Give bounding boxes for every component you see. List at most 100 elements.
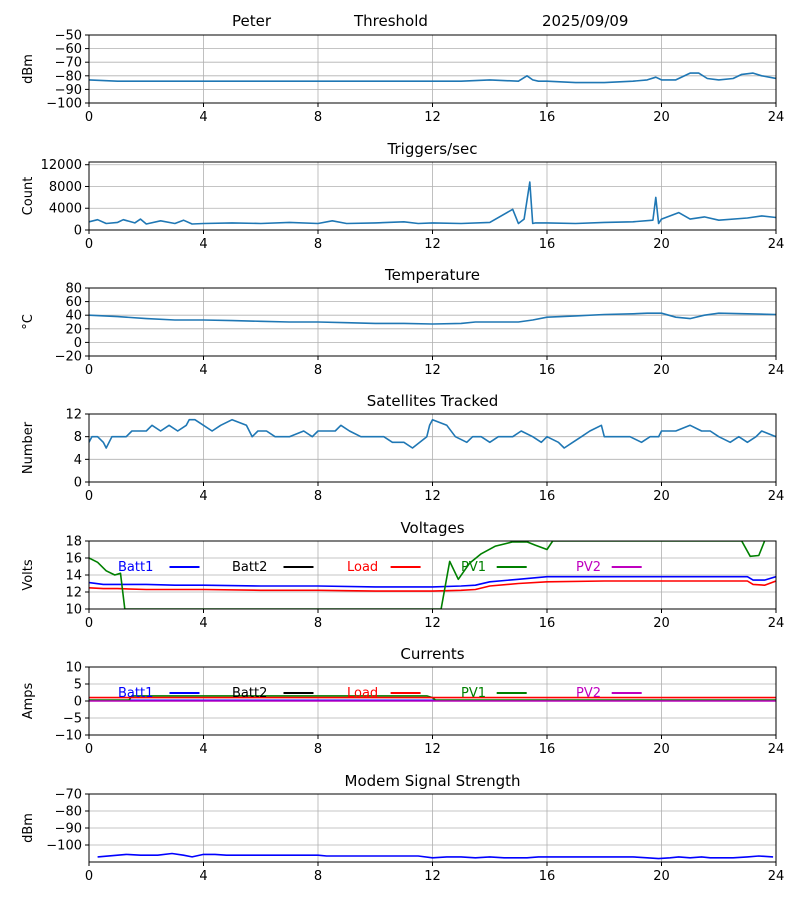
x-tick-label: 24	[768, 742, 785, 757]
series-line-triggers	[89, 181, 776, 225]
trigger-mode: Threshold	[354, 12, 428, 30]
y-tick-label: 8	[74, 430, 82, 445]
legend-label: Batt1	[118, 560, 153, 575]
y-tick-label: −80	[55, 69, 82, 84]
station-name: Peter	[232, 12, 272, 30]
y-tick-label: 0	[74, 336, 82, 351]
panel-satellites: 0 4 8 12 16 20 24 0 4 8 12 Satellites Tracked Number	[21, 392, 784, 504]
y-tick-label: 80	[65, 282, 82, 297]
y-tick-label: 40	[65, 309, 82, 324]
y-tick-label: 14	[65, 569, 82, 584]
series-line-pv1	[89, 695, 776, 701]
series-line-batt1	[89, 575, 776, 588]
panel-modem: 0 4 8 12 16 20 24 −100 −90 −80 −70 Modem Signal Str…	[21, 772, 784, 884]
y-tick-label: 0	[74, 224, 82, 239]
x-tick-label: 8	[314, 869, 322, 884]
x-tick-label: 16	[539, 489, 556, 504]
x-tick-label: 0	[85, 742, 93, 757]
y-tick-label: 10	[65, 661, 82, 676]
panel-triggers: 0 4 8 12 16 20 24 0 4000 8000 12000 Triggers/sec Cou…	[21, 140, 784, 252]
x-tick-label: 12	[424, 742, 441, 757]
legend-label: PV2	[576, 560, 601, 575]
legend-label: Batt2	[232, 686, 267, 701]
x-tick-label: 0	[85, 489, 93, 504]
panel-voltages: 0 4 8 12 16 20 24 10 12 14 16 18 Voltages Volts Batt1 B…	[21, 519, 784, 631]
x-tick-label: 12	[424, 363, 441, 378]
y-tick-label: −100	[46, 839, 82, 854]
x-tick-label: 20	[653, 489, 670, 504]
legend-label: Batt2	[232, 560, 267, 575]
x-tick-label: 12	[424, 110, 441, 125]
x-tick-label: 0	[85, 869, 93, 884]
y-tick-label: −10	[55, 729, 82, 744]
y-axis-label: Number	[21, 421, 36, 474]
x-tick-label: 4	[199, 110, 207, 125]
x-tick-label: 8	[314, 110, 322, 125]
y-axis-label: dBm	[21, 54, 36, 84]
x-tick-label: 24	[768, 363, 785, 378]
legend-label: Load	[347, 560, 378, 575]
series-line-modem	[97, 852, 774, 860]
y-tick-label: 5	[74, 678, 82, 693]
x-tick-label: 4	[199, 237, 207, 252]
legend-label: PV1	[461, 560, 486, 575]
x-tick-label: 12	[424, 616, 441, 631]
x-tick-label: 20	[653, 363, 670, 378]
y-tick-label: −70	[55, 56, 82, 71]
panel-signal: 0 4 8 12 16 20 24 −100−90−80−70−60−50 dBm	[21, 29, 784, 126]
x-tick-label: 24	[768, 237, 785, 252]
chart-title: Temperature	[384, 266, 480, 284]
x-tick-label: 8	[314, 363, 322, 378]
y-tick-label: −90	[55, 822, 82, 837]
x-tick-label: 20	[653, 110, 670, 125]
y-tick-label: 10	[65, 603, 82, 618]
x-tick-label: 20	[653, 616, 670, 631]
y-tick-label: −20	[55, 350, 82, 365]
y-tick-label: −50	[55, 29, 82, 44]
y-tick-label: 12	[65, 586, 82, 601]
x-tick-label: 4	[199, 616, 207, 631]
y-tick-label: −60	[55, 42, 82, 57]
y-axis-label: dBm	[21, 813, 36, 843]
y-axis-label: Count	[21, 177, 36, 216]
legend-label: Load	[347, 686, 378, 701]
x-tick-label: 4	[199, 869, 207, 884]
y-tick-label: −100	[46, 97, 82, 112]
y-tick-label: −80	[55, 805, 82, 820]
x-tick-label: 16	[539, 742, 556, 757]
x-tick-label: 16	[539, 616, 556, 631]
x-tick-label: 16	[539, 363, 556, 378]
x-tick-label: 8	[314, 489, 322, 504]
y-tick-label: −90	[55, 83, 82, 98]
chart-title: Currents	[400, 645, 464, 663]
series-line-temperature	[89, 312, 776, 325]
x-tick-label: 4	[199, 363, 207, 378]
y-tick-label: 0	[74, 476, 82, 491]
x-tick-label: 16	[539, 237, 556, 252]
x-tick-label: 8	[314, 616, 322, 631]
x-tick-label: 24	[768, 869, 785, 884]
x-tick-label: 24	[768, 489, 785, 504]
y-tick-label: −5	[63, 712, 82, 727]
x-tick-label: 24	[768, 616, 785, 631]
x-tick-label: 12	[424, 489, 441, 504]
y-tick-label: 16	[65, 552, 82, 567]
y-tick-label: 8000	[49, 180, 82, 195]
report-date: 2025/09/09	[542, 12, 629, 30]
dashboard-header: Peter Threshold 2025/09/09	[0, 0, 800, 36]
x-tick-label: 24	[768, 110, 785, 125]
y-axis-label: Volts	[21, 559, 36, 591]
x-tick-label: 8	[314, 742, 322, 757]
y-tick-label: 20	[65, 322, 82, 337]
y-tick-label: 12	[65, 408, 82, 423]
x-tick-label: 0	[85, 110, 93, 125]
x-tick-label: 20	[653, 237, 670, 252]
x-tick-label: 8	[314, 237, 322, 252]
chart-title: Triggers/sec	[387, 140, 478, 158]
x-tick-label: 16	[539, 110, 556, 125]
x-tick-label: 20	[653, 742, 670, 757]
